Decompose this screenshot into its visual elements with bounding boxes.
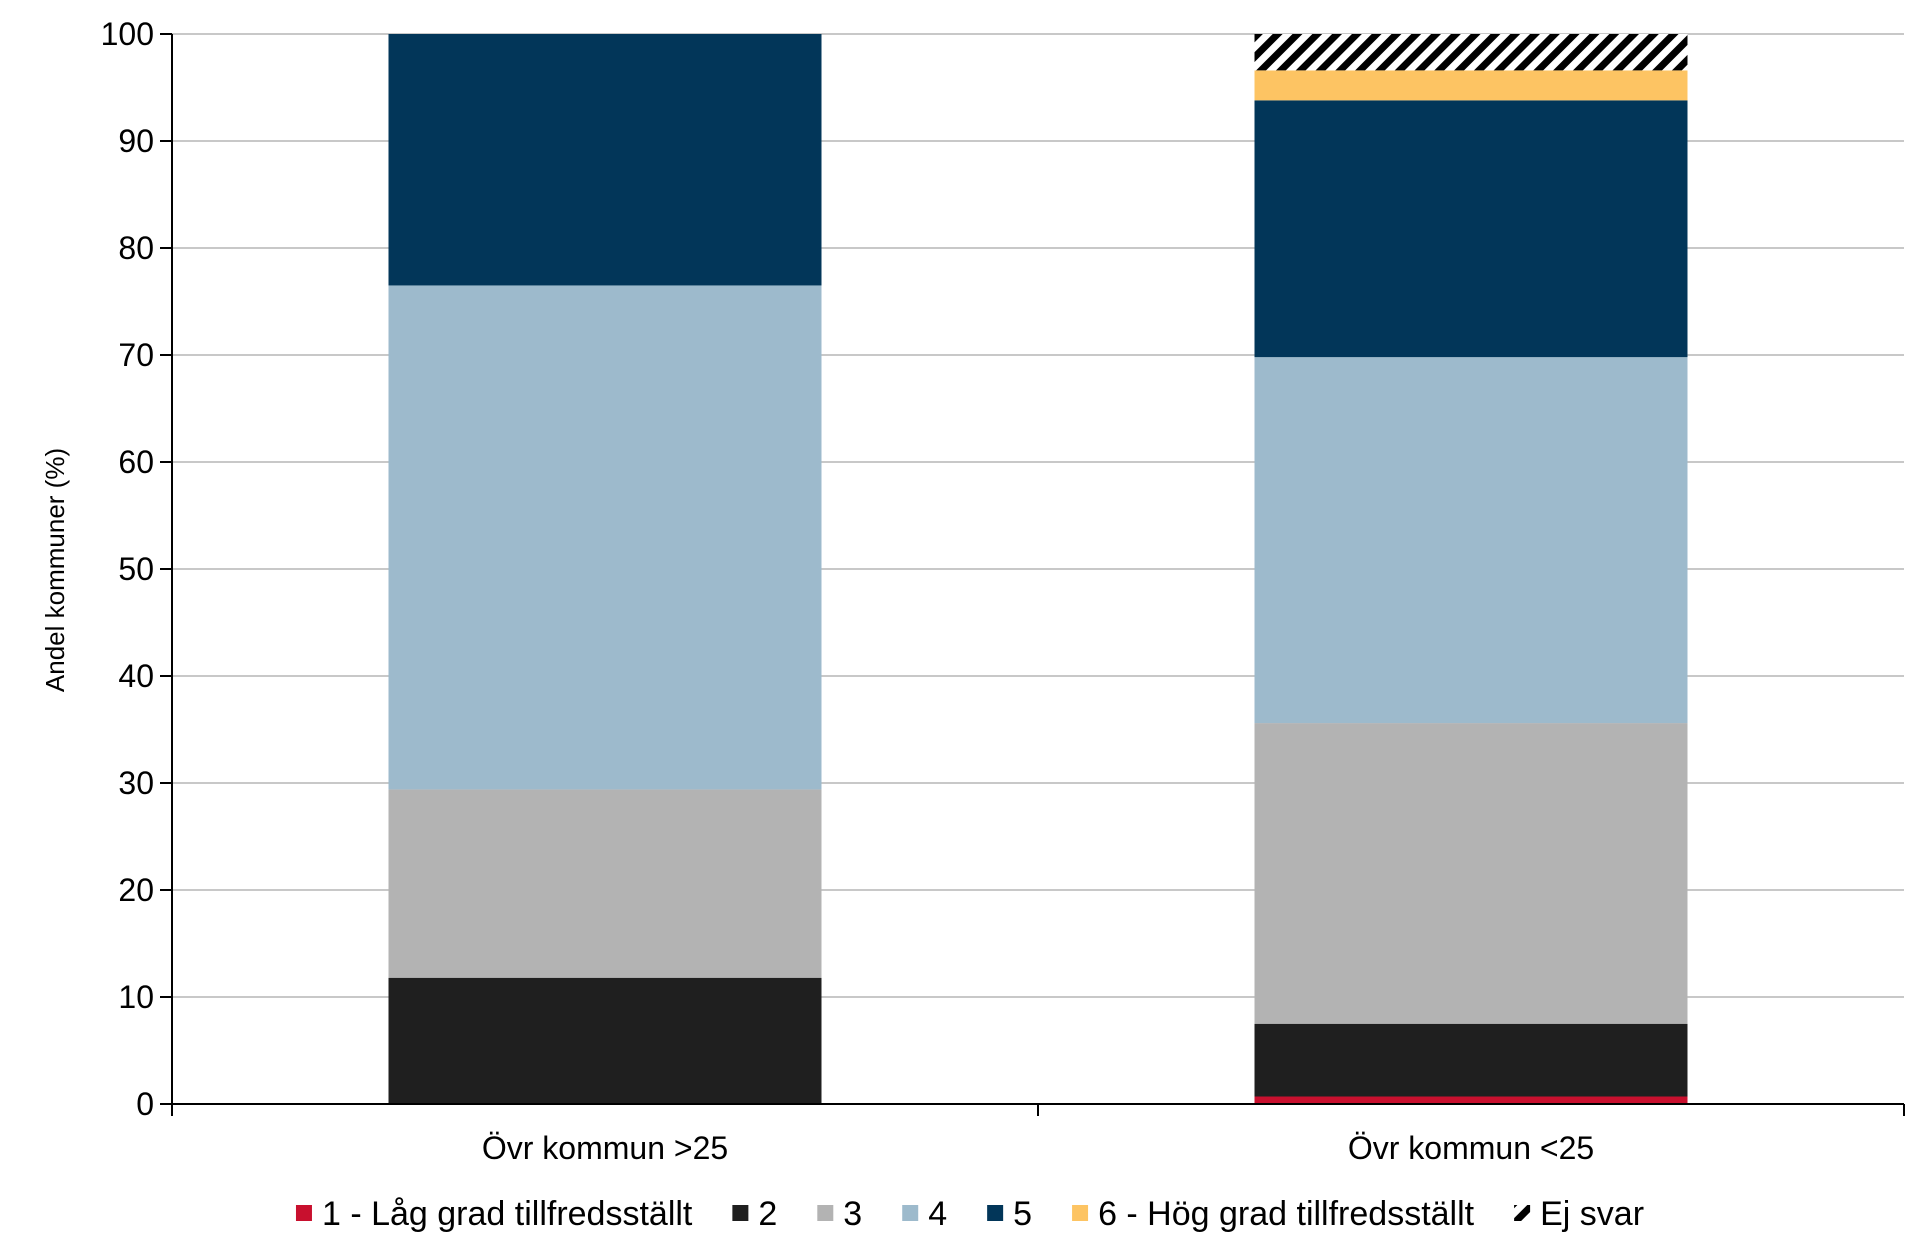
legend-label: 6 - Hög grad tillfredsställt: [1098, 1195, 1475, 1233]
y-tick-label: 40: [118, 658, 154, 694]
axes: 0 10 20 30 40 50 60 70 80 90 100 Övr kommun >25 Övr …: [101, 16, 1905, 1166]
bar-segment: [388, 789, 822, 978]
y-tick-label: 90: [118, 123, 154, 159]
legend-label: Ej svar: [1540, 1195, 1644, 1233]
legend-swatch: [902, 1205, 919, 1221]
bar-segment: [388, 34, 822, 286]
bar-segment: [388, 977, 822, 1104]
bar-segment: [1254, 357, 1688, 724]
bar-segment: [1254, 100, 1688, 358]
x-tick-label: Övr kommun >25: [482, 1130, 728, 1166]
bar-segment: [1254, 34, 1688, 71]
bar-segment: [1254, 70, 1688, 101]
y-tick-label: 80: [118, 230, 154, 266]
legend-swatch: [732, 1205, 749, 1221]
y-tick-label: 70: [118, 337, 154, 373]
legend-swatch: [1514, 1205, 1531, 1221]
y-tick-label: 30: [118, 765, 154, 801]
legend-swatch: [987, 1205, 1004, 1221]
y-tick-label: 20: [118, 872, 154, 908]
legend-swatch: [817, 1205, 834, 1221]
y-tick-label: 10: [118, 979, 154, 1015]
y-tick-label: 0: [136, 1086, 154, 1122]
bar-segment: [1254, 1023, 1688, 1097]
y-tick-label: 60: [118, 444, 154, 480]
legend-label: 1 - Låg grad tillfredsställt: [322, 1195, 693, 1233]
x-tick-label: Övr kommun <25: [1348, 1130, 1594, 1166]
bars: [388, 34, 1688, 1104]
bar-segment: [1254, 1096, 1688, 1104]
legend-label: 4: [928, 1195, 947, 1233]
y-tick-label: 100: [101, 16, 154, 52]
legend-label: 2: [758, 1195, 777, 1233]
legend-swatch: [1072, 1205, 1089, 1221]
legend-swatch: [295, 1205, 312, 1221]
legend-label: 5: [1013, 1195, 1032, 1233]
legend: 1 - Låg grad tillfredsställt 2 3 4 5 6 - Hög …: [295, 1195, 1644, 1233]
y-axis-title: Andel kommuner (%): [40, 448, 70, 692]
bar-segment: [1254, 723, 1688, 1024]
y-tick-label: 50: [118, 551, 154, 587]
legend-label: 3: [843, 1195, 862, 1233]
bar-segment: [388, 285, 822, 790]
